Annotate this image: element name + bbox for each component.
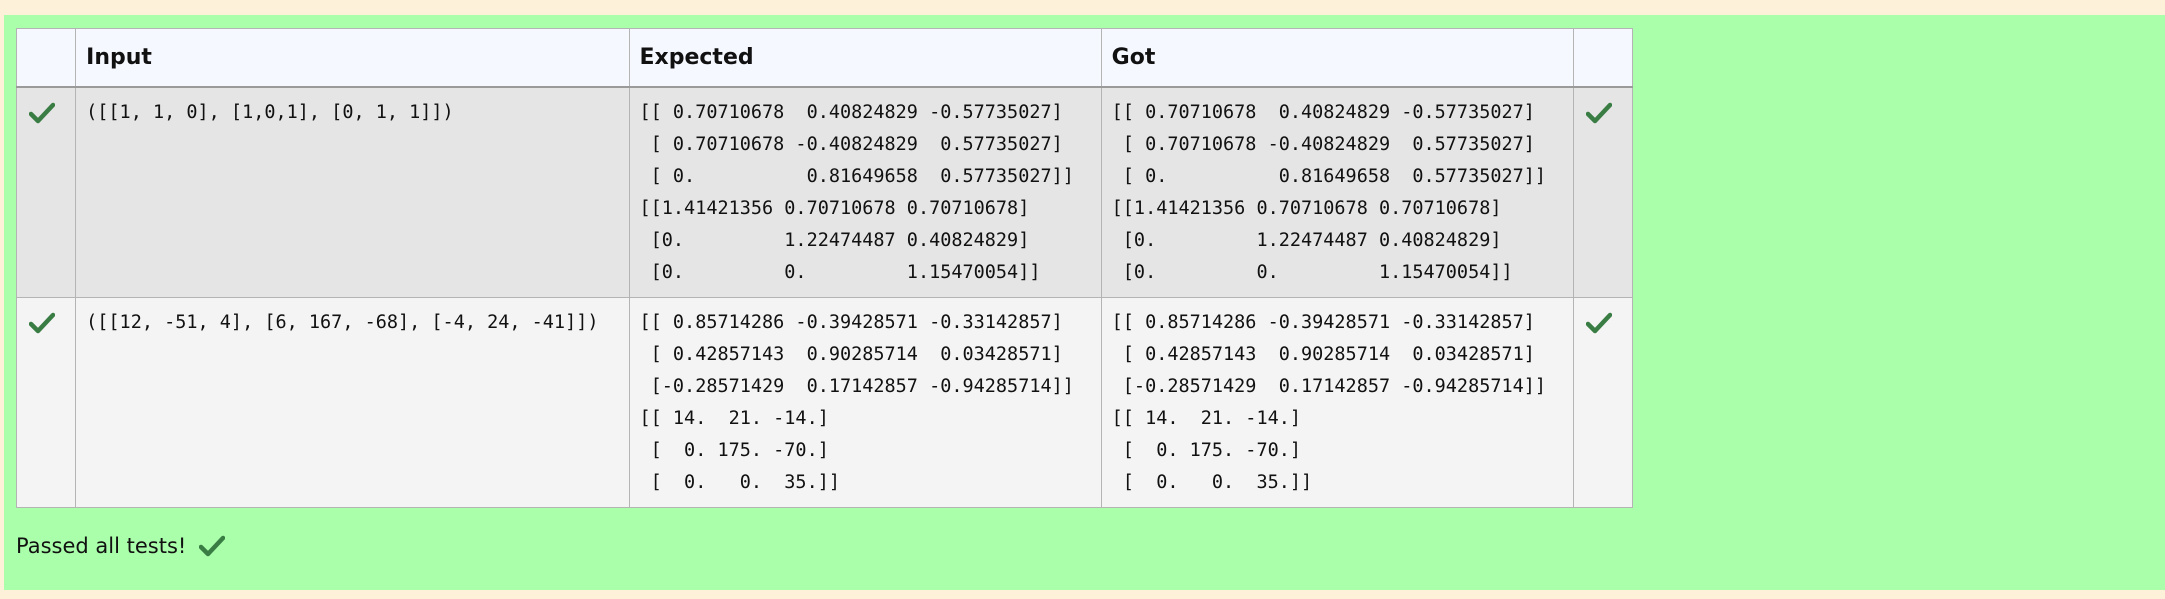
input-cell: ([[1, 1, 0], [1,0,1], [0, 1, 1]]) xyxy=(75,86,630,298)
input-value: ([[12, -51, 4], [6, 167, -68], [-4, 24, … xyxy=(86,312,599,333)
check-icon xyxy=(199,535,226,557)
check-icon xyxy=(29,102,55,124)
header-status-blank xyxy=(15,28,77,88)
got-value: [[ 0.70710678 0.40824829 -0.57735027] [ … xyxy=(1111,102,1547,283)
table-row: ([[1, 1, 0], [1,0,1], [0, 1, 1]]) [[ 0.7… xyxy=(15,86,1634,298)
passed-all-tests-message: Passed all tests! xyxy=(16,534,226,558)
expected-value: [[ 0.85714286 -0.39428571 -0.33142857] [… xyxy=(639,312,1074,493)
got-value: [[ 0.85714286 -0.39428571 -0.33142857] [… xyxy=(1111,312,1547,493)
expected-cell: [[ 0.70710678 0.40824829 -0.57735027] [ … xyxy=(628,86,1102,298)
check-icon xyxy=(29,312,55,334)
test-results-panel: Input Expected Got ([[1, 1, 0], [1,0,1],… xyxy=(4,15,2165,590)
row-status-cell xyxy=(15,86,77,298)
row-result-cell xyxy=(1572,86,1634,298)
expected-cell: [[ 0.85714286 -0.39428571 -0.33142857] [… xyxy=(628,297,1102,508)
input-cell: ([[12, -51, 4], [6, 167, -68], [-4, 24, … xyxy=(75,297,630,508)
test-results-table: Input Expected Got ([[1, 1, 0], [1,0,1],… xyxy=(15,28,1634,508)
got-cell: [[ 0.85714286 -0.39428571 -0.33142857] [… xyxy=(1100,297,1574,508)
check-icon xyxy=(1585,102,1612,124)
header-got: Got xyxy=(1100,28,1574,88)
row-status-cell xyxy=(15,297,77,508)
header-result-blank xyxy=(1572,28,1634,88)
input-value: ([[1, 1, 0], [1,0,1], [0, 1, 1]]) xyxy=(86,102,454,123)
expected-value: [[ 0.70710678 0.40824829 -0.57735027] [ … xyxy=(639,102,1074,283)
header-expected: Expected xyxy=(628,28,1102,88)
row-result-cell xyxy=(1572,297,1634,508)
header-input: Input xyxy=(75,28,630,88)
check-icon xyxy=(1585,312,1612,334)
got-cell: [[ 0.70710678 0.40824829 -0.57735027] [ … xyxy=(1100,86,1574,298)
table-header-row: Input Expected Got xyxy=(15,28,1634,88)
summary-text: Passed all tests! xyxy=(16,534,187,558)
table-row: ([[12, -51, 4], [6, 167, -68], [-4, 24, … xyxy=(15,297,1634,508)
